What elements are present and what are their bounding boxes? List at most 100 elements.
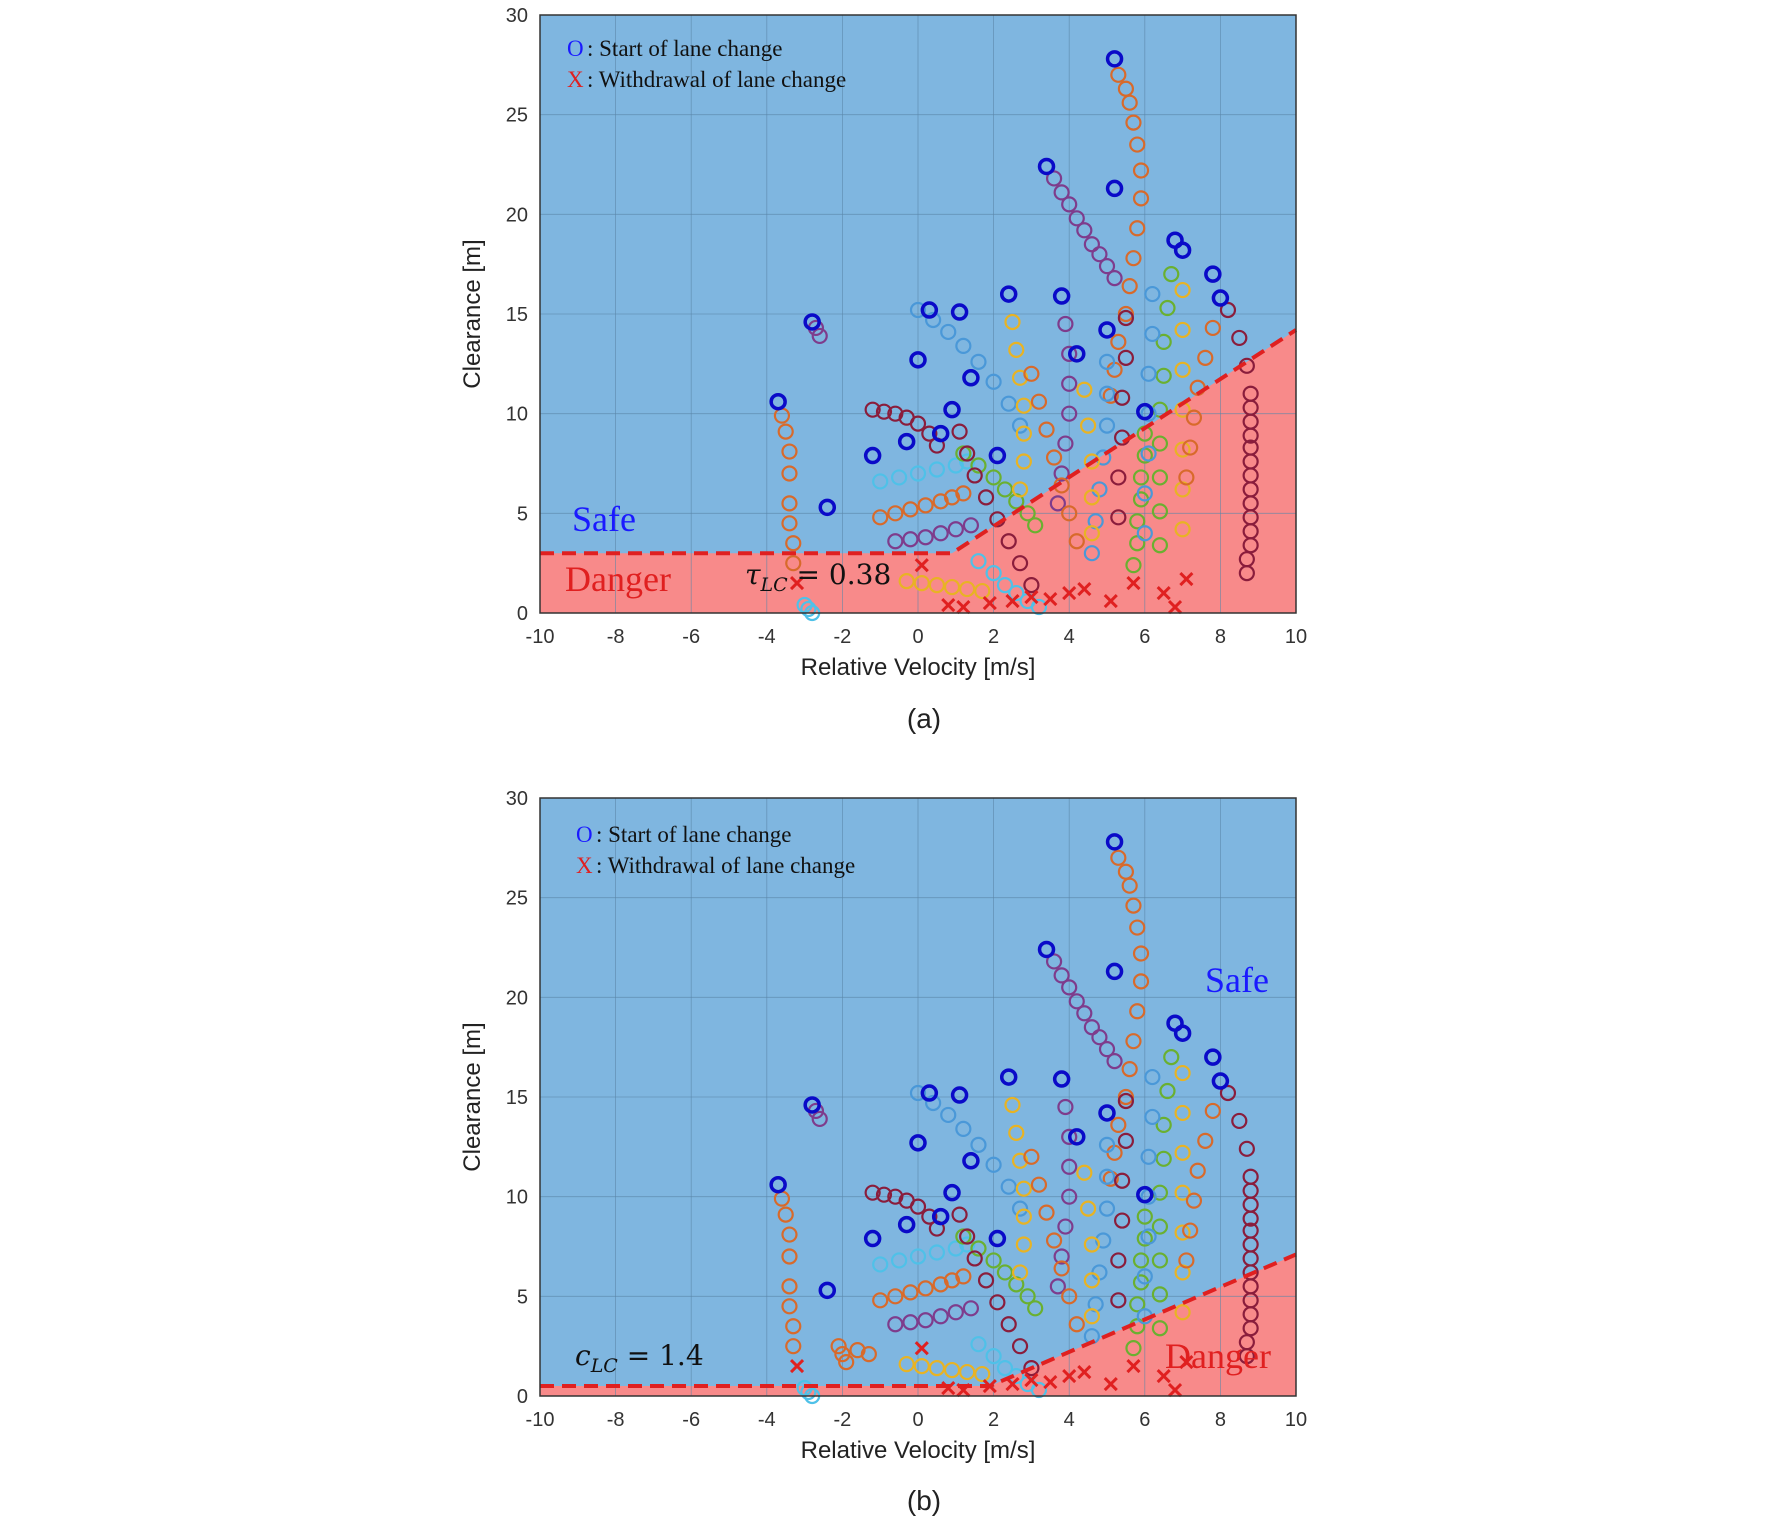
withdrawal-of-lane-change-point [1167,1382,1183,1398]
withdrawal-stroke [1062,586,1077,601]
danger-region [540,329,1296,613]
trajectory-point [909,1198,927,1215]
trajectory-point [1015,425,1032,442]
trajectory-point [1197,349,1214,366]
start-of-lane-change-point [1098,321,1116,339]
withdrawal-of-lane-change-point [1077,582,1092,597]
withdrawal-of-lane-change-point [982,595,997,611]
trajectory-series [1136,1068,1161,1325]
start-of-lane-change-point [1105,179,1124,198]
start-of-lane-change-point [1204,265,1222,283]
x-tick-label: 2 [988,1409,999,1431]
trajectory-point [1011,1338,1029,1355]
trajectory-point [940,1106,957,1124]
trajectory-point [909,1084,927,1102]
trajectory-point [1000,1178,1017,1195]
start-of-lane-change-point [999,285,1018,303]
withdrawal-of-lane-change-point [1024,1372,1039,1388]
trajectory-point [1053,465,1070,482]
trajectory-point [1163,1049,1180,1066]
trajectory-point [1098,353,1116,370]
withdrawal-of-lane-change-point [941,1380,956,1396]
withdrawal-stroke [1103,593,1118,609]
trajectory-point [1004,313,1021,331]
trajectory-point [1083,545,1100,562]
start-of-lane-change-point [1098,1104,1116,1122]
trajectory-series [770,1176,802,1355]
trajectory-series [864,1184,946,1237]
trajectory-point [887,533,904,550]
trajectory-point [1061,979,1078,996]
start-of-lane-change-point [1037,157,1056,176]
trajectory-point [943,489,961,506]
trajectory-point [1091,1029,1108,1046]
trajectory-point [1117,349,1135,366]
trajectory-point [1057,435,1074,452]
x-tick-label: 2 [988,626,999,648]
x-tick-label: -2 [834,626,852,648]
trajectory-point [1057,1218,1074,1235]
trajectory-series [898,573,991,600]
trajectory-point [1049,495,1066,512]
trajectory-point [1136,1268,1153,1285]
trajectory-point [1151,435,1169,452]
withdrawal-stroke [941,597,956,613]
trajectory-point [781,1298,798,1315]
x-tick-label: -4 [758,1409,776,1431]
withdrawal-stroke [1043,591,1058,607]
trajectory-point [1136,485,1153,502]
start-of-lane-change-point [988,1229,1007,1248]
withdrawal-of-lane-change-point [1156,1369,1171,1384]
trajectory-point [1061,1128,1078,1145]
trajectory-point [1057,315,1074,333]
trajectory-point [1151,1320,1169,1337]
trajectory-point [996,481,1014,498]
trajectory-series [1204,266,1259,582]
trajectory-point [1061,405,1078,422]
trajectory-point [1068,533,1085,550]
trajectory-point [989,1294,1006,1311]
trajectory-point [928,576,946,594]
start-of-lane-change-point [1052,1070,1071,1088]
trajectory-point [913,1357,930,1375]
withdrawal-of-lane-change-point [1103,593,1118,609]
trajectory-point [1023,365,1040,382]
trajectory-series [1023,1148,1085,1333]
withdrawal-stroke [982,1378,997,1394]
x-tick-label: -10 [526,1409,555,1431]
trajectory-point [1136,525,1153,542]
trajectory-point [1083,489,1100,506]
trajectory-point [1045,449,1063,466]
trajectory-point [1155,333,1172,351]
trajectory-point [947,521,964,538]
trajectory-point [1174,1064,1191,1082]
withdrawal-of-lane-change-point [1062,586,1077,601]
trajectory-point [1011,369,1029,386]
trajectory-point [864,401,881,418]
trajectory-point [928,1244,946,1261]
withdrawal-stroke [1156,1369,1171,1384]
trajectory-point [1144,285,1161,303]
x-tick-label: 6 [1139,626,1150,648]
trajectory-point [909,465,927,482]
trajectory-point [1053,184,1070,201]
trajectory-series [872,453,976,490]
trajectory-point [785,555,802,572]
trajectory-point [1238,565,1255,582]
trajectory-point [864,1184,881,1201]
trajectory-point [1106,270,1123,287]
y-axis-label: Clearance [m] [459,1022,486,1171]
start-of-lane-change-point [950,1086,969,1104]
trajectory-point [1057,1098,1074,1116]
trajectory-point [1238,1348,1255,1365]
x-tick-label: 6 [1139,1409,1150,1431]
trajectory-point [1151,469,1169,486]
trajectory-point [1061,505,1078,522]
trajectory-point [781,1278,798,1295]
trajectory-point [932,525,949,542]
trajectory-point [970,553,987,570]
trajectory-point [1008,1124,1025,1141]
safe-region-label: Safe [1205,960,1269,1000]
plot-frame [539,797,1297,1397]
